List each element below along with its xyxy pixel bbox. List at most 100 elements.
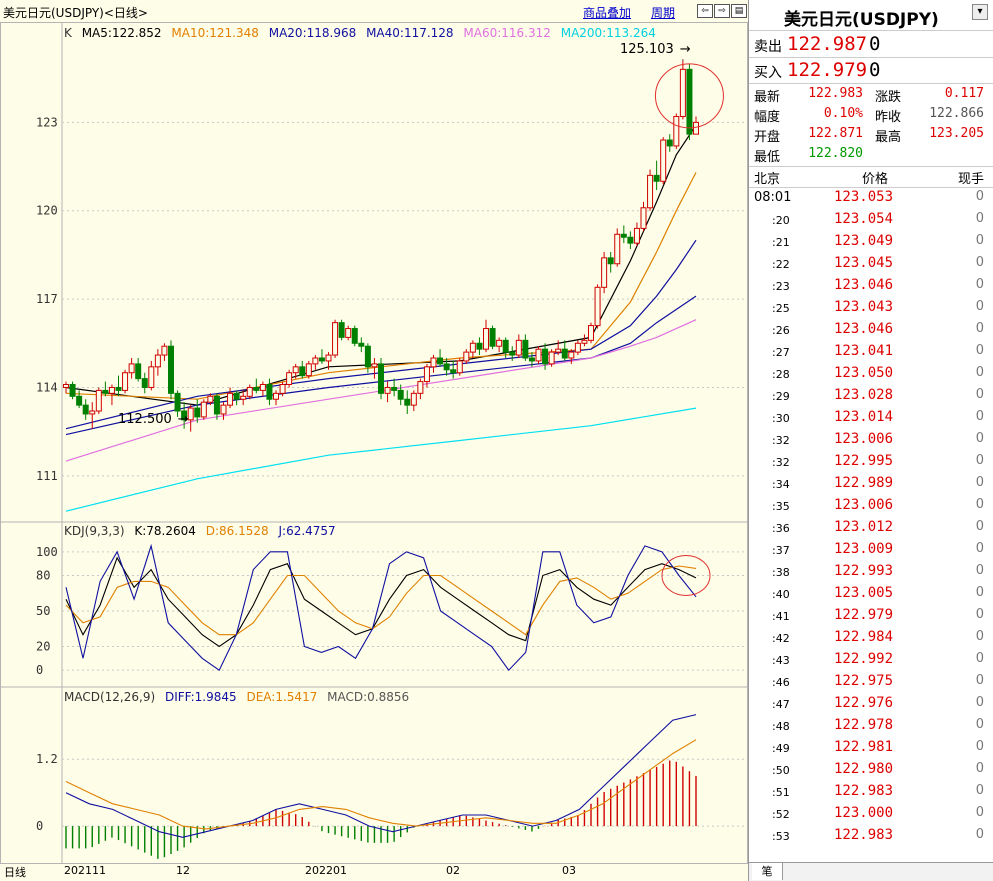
kdj-line-K	[65, 556, 697, 648]
prev-icon[interactable]: ⇦	[697, 4, 713, 18]
tick-row: :43 122.992 0	[749, 649, 993, 671]
tick-row: :22 123.045 0	[749, 253, 993, 275]
tick-time: :22	[772, 258, 790, 271]
kdj-y-tick-label: 50	[36, 604, 50, 618]
buy-row: 买入 122.979 0	[749, 57, 993, 84]
quote-panel: 美元日元(USDJPY) ▾ 卖出 122.987 0 买入 122.979 0…	[748, 0, 993, 881]
tick-time: 08:01	[754, 190, 792, 205]
settings-icon[interactable]: ▾	[972, 4, 988, 20]
tick-price: 123.043	[834, 299, 894, 315]
tick-time: :51	[772, 786, 790, 799]
pct-value: 0.10%	[823, 106, 863, 121]
next-icon[interactable]: ⇨	[714, 4, 730, 18]
candle-body	[259, 384, 266, 391]
candle-body	[528, 357, 535, 362]
main-legend: K MA5:122.852 MA10:121.348 MA20:118.968 …	[64, 26, 662, 40]
legend-k: K	[64, 26, 72, 40]
tick-time: :46	[772, 676, 790, 689]
open-value: 122.871	[808, 126, 863, 141]
tick-row: :49 122.981 0	[749, 737, 993, 759]
tick-row: :20 123.054 0	[749, 209, 993, 231]
kdj-legend: KDJ(9,3,3) K:78.2604 D:86.1528 J:62.4757	[64, 524, 342, 538]
candle-body	[115, 386, 122, 391]
candle-body	[568, 351, 575, 359]
candle-body	[63, 384, 69, 388]
candle-body	[653, 174, 660, 182]
candle-body	[233, 392, 240, 400]
period-button[interactable]: 周期	[651, 6, 676, 20]
candle-body	[515, 339, 522, 356]
tick-time: :35	[772, 500, 790, 513]
candle-body	[292, 366, 299, 374]
tick-time: :53	[772, 830, 790, 843]
layout-icon[interactable]: ▤	[731, 4, 747, 18]
tick-price: 123.053	[834, 189, 894, 205]
tick-row: :50 122.980 0	[749, 759, 993, 781]
chart-title: 美元日元(USDJPY)<日线>	[3, 6, 148, 20]
tick-price: 123.046	[834, 277, 894, 293]
tick-price: 123.005	[834, 585, 894, 601]
tick-time: :28	[772, 368, 790, 381]
candle-body	[423, 366, 430, 383]
tick-volume: 0	[975, 431, 984, 446]
candle-body	[128, 363, 135, 374]
tick-time: :38	[772, 566, 790, 579]
candle-body	[364, 345, 371, 368]
tick-time: :42	[772, 632, 790, 645]
kdj-k: K:78.2604	[134, 524, 196, 538]
candle-body	[194, 407, 201, 418]
tick-time: :52	[772, 808, 790, 821]
tick-volume: 0	[975, 717, 984, 732]
tick-volume: 0	[975, 695, 984, 710]
x-label-202111: 202111	[64, 864, 106, 877]
tick-volume: 0	[975, 409, 984, 424]
tick-row: :29 123.028 0	[749, 385, 993, 407]
macd-value: MACD:0.8856	[327, 690, 410, 704]
tick-row: :25 123.043 0	[749, 297, 993, 319]
tick-volume: 0	[975, 827, 984, 842]
tick-price: 123.049	[834, 233, 894, 249]
high-annotation: 125.103 →	[620, 42, 691, 57]
tick-price: 122.976	[834, 695, 894, 711]
tick-time: :21	[772, 236, 790, 249]
tick-volume: 0	[975, 761, 984, 776]
tick-row: :34 122.989 0	[749, 473, 993, 495]
tick-price: 123.006	[834, 497, 894, 513]
tick-price: 123.006	[834, 431, 894, 447]
x-label-12: 12	[176, 864, 190, 877]
candle-body	[332, 322, 339, 356]
tick-volume: 0	[975, 541, 984, 556]
kdj-name: KDJ(9,3,3)	[64, 524, 125, 538]
candle-body	[627, 236, 634, 244]
legend-ma5: MA5:122.852	[81, 26, 162, 40]
tick-row: :53 122.983 0	[749, 825, 993, 847]
tick-row: :41 122.979 0	[749, 605, 993, 627]
tick-row: :52 123.000 0	[749, 803, 993, 825]
candle-body	[141, 378, 148, 388]
tick-price: 123.041	[834, 343, 894, 359]
tick-row: :51 122.983 0	[749, 781, 993, 803]
high-value: 125.103	[620, 42, 674, 57]
candle-body	[148, 366, 155, 388]
overlay-button[interactable]: 商品叠加	[583, 6, 632, 20]
candle-body	[437, 357, 444, 365]
tick-time: :34	[772, 478, 790, 491]
low-annotation: 112.500 →	[118, 412, 189, 427]
tick-volume: 0	[975, 321, 984, 336]
candle-body	[384, 386, 391, 394]
candle-body	[574, 342, 581, 353]
prev-close-label: 昨收	[875, 110, 902, 125]
candle-body	[489, 328, 496, 347]
tick-time: :32	[772, 456, 790, 469]
kdj-line-J	[65, 543, 697, 672]
tick-price: 122.983	[834, 783, 894, 799]
candle-body	[483, 328, 489, 350]
chart-canvas[interactable]: 111 114 117 120 123 0 20 50 80 100 0 1.2	[0, 22, 748, 864]
tick-row: :26 123.046 0	[749, 319, 993, 341]
candle-body	[305, 363, 312, 377]
tab-ticks[interactable]: 笔	[752, 863, 783, 880]
tick-volume: 0	[975, 563, 984, 578]
candle-body	[76, 395, 83, 406]
kdj-y-tick-label: 20	[36, 640, 50, 654]
tick-volume: 0	[975, 805, 984, 820]
